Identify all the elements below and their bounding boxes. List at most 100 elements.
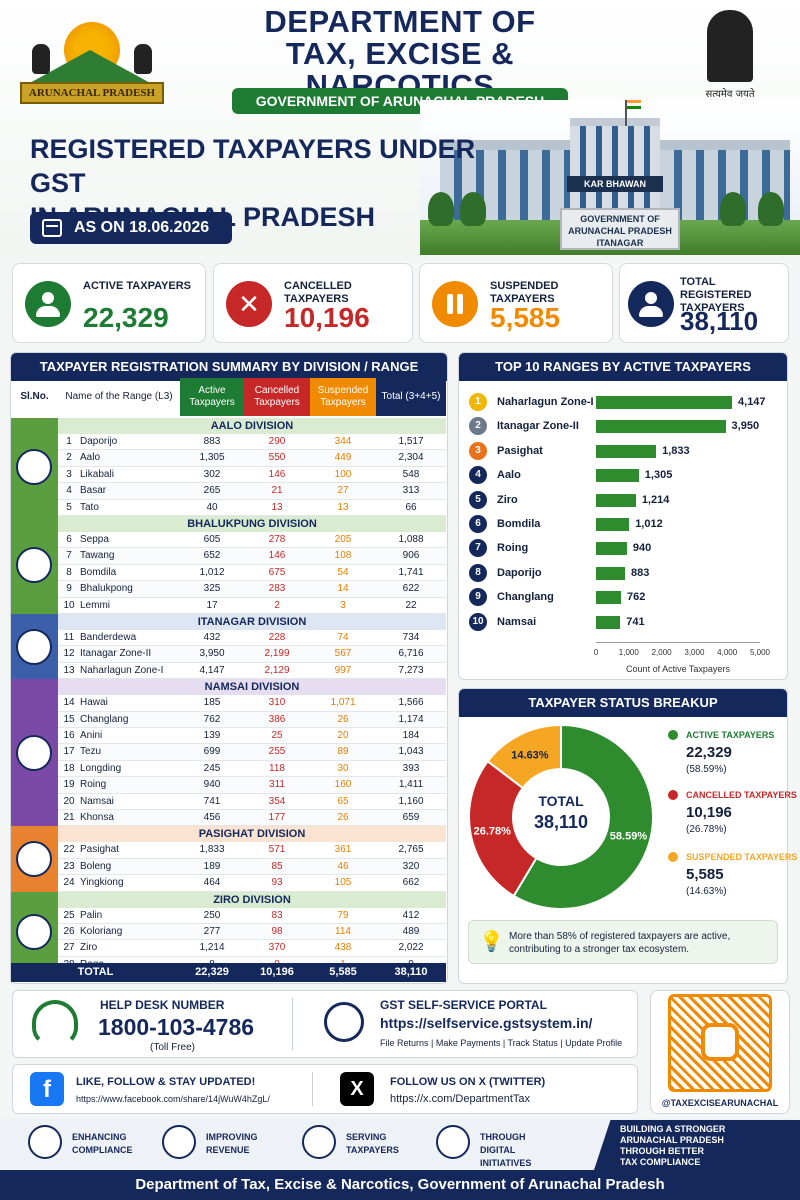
table-cell-nm: Likabali [80, 468, 114, 480]
table-row: 11 Banderdewa 432 228 74 734 [58, 630, 446, 647]
table-cell-su: 14 [337, 583, 349, 595]
bar [596, 420, 726, 434]
social-panel [12, 1064, 638, 1114]
table-row: 18 Longding 245 118 30 393 [58, 760, 446, 778]
bar-value-label: 3,950 [731, 420, 760, 433]
table-cell-ca: 675 [268, 566, 286, 578]
bar-value-label: 940 [632, 542, 652, 555]
helpdesk-number[interactable]: 1800-103-4786 [98, 1014, 255, 1040]
table-cell-to: 906 [402, 550, 420, 562]
table-cell-ca: 83 [271, 909, 283, 921]
headset-icon [32, 1000, 78, 1046]
table-cell-sl: 22 [63, 844, 75, 856]
slogan-line4: TAX COMPLIANCE [620, 1157, 701, 1167]
portal-links: File Returns | Make Payments | Track Sta… [380, 1038, 623, 1048]
bar-row: 9 Changlang 762 [469, 587, 789, 607]
table-cell-to: 1,411 [398, 779, 424, 791]
table-row: 2 Aalo 1,305 550 449 2,304 [58, 450, 446, 467]
table-cell-to: 2,765 [398, 844, 424, 856]
table-cell-nm: Namsai [80, 795, 114, 807]
table-cell-nm: Banderdewa [80, 632, 137, 643]
twitter-link[interactable]: https://x.com/DepartmentTax [390, 1093, 530, 1105]
table-cell-sl: 14 [63, 697, 75, 709]
table-cell-ca: 146 [268, 550, 286, 562]
bar-value-label: 1,012 [635, 518, 663, 530]
table-cell-nm: Tato [80, 501, 99, 513]
table-cell-to: 662 [402, 877, 420, 889]
table-cell-ca: 550 [268, 452, 286, 464]
table-cell-ca: 118 [269, 762, 285, 774]
portal-link[interactable]: https://selfservice.gstsystem.in/ [380, 1015, 593, 1031]
kpi-cancelled-value: 10,196 [284, 302, 370, 333]
instagram-handle[interactable]: @TAXEXCISEARUNACHAL [661, 1098, 779, 1108]
x-twitter-icon[interactable]: X [340, 1072, 374, 1106]
table-cell-ac: 139 [203, 730, 221, 741]
table-row: 14 Hawai 185 310 1,071 1,566 [58, 695, 446, 712]
bar-chart-title: TOP 10 RANGES BY ACTIVE TAXPAYERS [459, 353, 787, 381]
globe-icon [324, 1002, 364, 1042]
table-cell-su: 567 [334, 648, 352, 660]
bar [596, 591, 621, 605]
table-cell-to: 1,088 [398, 534, 424, 545]
facebook-link[interactable]: https://www.facebook.com/share/14jWuW4hZ… [76, 1094, 270, 1104]
table-cell-sl: 4 [66, 485, 72, 497]
table-cell-to: 6,716 [398, 648, 424, 660]
page-title-line1: REGISTERED TAXPAYERS UNDER GST [30, 134, 476, 198]
facebook-icon[interactable]: f [30, 1072, 64, 1106]
table-cell-nm: Changlang [80, 713, 129, 725]
table-total-row: TOTAL 22,329 10,196 5,585 38,110 [11, 963, 446, 982]
twitter-label: FOLLOW US ON X (TWITTER) [390, 1076, 546, 1088]
division-header: AALO DIVISION [58, 418, 446, 434]
table-row: 26 Koloriang 277 98 114 489 [58, 924, 446, 941]
table-cell-ac: 40 [206, 501, 218, 513]
division-landmark-icon [16, 628, 52, 665]
x-tick-label: 4,000 [717, 648, 738, 657]
table-row: 24 Yingkiong 464 93 105 662 [58, 875, 446, 892]
feature-revenue-text: IMPROVING REVENUE [206, 1132, 258, 1155]
bar-row: 2 Itanagar Zone-II 3,950 [469, 416, 789, 436]
table-row: 16 Anini 139 25 20 184 [58, 728, 446, 745]
bar-row: 8 Daporijo 883 [469, 563, 789, 583]
kpi-active-value: 22,329 [83, 302, 169, 333]
table-cell-su: 108 [334, 550, 352, 562]
bar-category-label: Daporijo [497, 566, 542, 579]
table-cell-ca: 2,129 [264, 664, 290, 676]
table-cell-nm: Yingkiong [80, 877, 124, 889]
table-cell-ca: 85 [271, 860, 283, 872]
legend-value: 22,329 [686, 744, 732, 761]
helpdesk-note: (Toll Free) [150, 1042, 196, 1053]
table-cell-nm: Hawai [80, 697, 108, 709]
col-head-name: Name of the Range (L3) [65, 391, 173, 402]
col-head-cancelled: Cancelled Taxpayers [244, 378, 310, 416]
lightbulb-icon: 💡 [479, 931, 504, 953]
table-cell-to: 7,273 [398, 664, 424, 676]
table-cell-su: 46 [337, 860, 349, 872]
table-cell-ca: 386 [268, 713, 286, 725]
x-axis-label: Count of Active Taxpayers [626, 664, 730, 674]
total-active: 22,329 [195, 966, 229, 978]
qr-code[interactable] [668, 994, 772, 1092]
table-cell-ac: 245 [203, 762, 221, 774]
table-cell-su: 20 [337, 730, 349, 741]
table-cell-su: 89 [337, 746, 349, 758]
bar-category-label: Itanagar Zone-II [497, 420, 579, 433]
close-icon: ✕ [226, 281, 272, 327]
table-cell-ac: 325 [203, 583, 221, 595]
table-row: 19 Roing 940 311 160 1,411 [58, 777, 446, 794]
table-cell-to: 320 [402, 860, 420, 872]
bar-value-label: 1,214 [641, 493, 670, 506]
slogan-badge: BUILDING A STRONGER ARUNACHAL PRADESH TH… [594, 1120, 800, 1170]
table-cell-sl: 21 [63, 812, 75, 823]
kpi-suspended: SUSPENDED TAXPAYERS 5,585 [419, 263, 613, 343]
table-cell-su: 114 [335, 926, 351, 937]
slogan-line2: ARUNACHAL PRADESH [620, 1135, 724, 1145]
division-band [11, 679, 58, 827]
table-cell-nm: Roing [80, 779, 107, 791]
table-row: 10 Lemmi 17 2 3 22 [58, 597, 446, 614]
bar-value-label: 4,147 [738, 396, 766, 408]
kar-bhawan-illustration: KAR BHAWAN GOVERNMENT OF ARUNACHAL PRADE… [420, 100, 800, 255]
table-cell-su: 105 [334, 877, 352, 889]
kpi-total-label: TOTAL REGISTERED TAXPAYERS [680, 276, 752, 314]
header: ARUNACHAL PRADESH DEPARTMENT OF TAX, EXC… [0, 0, 800, 255]
sign-line3: ITANAGAR [596, 238, 644, 248]
